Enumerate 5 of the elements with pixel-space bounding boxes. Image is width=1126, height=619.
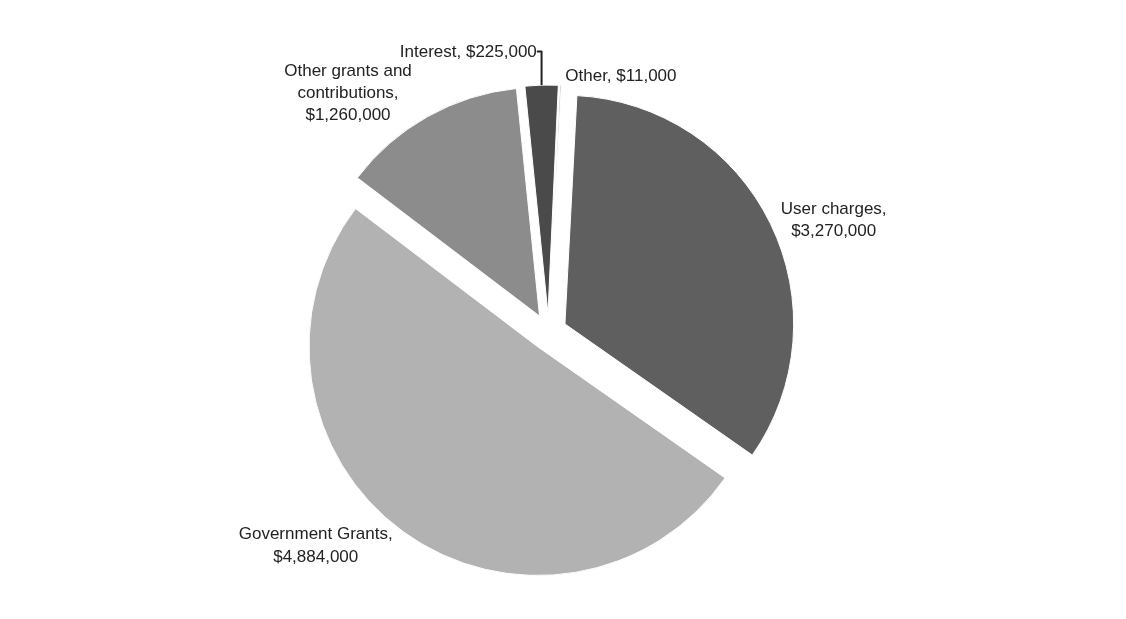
slice-label: Government Grants, $4,884,000: [238, 524, 393, 566]
slice-label: Other grants and contributions, $1,260,000: [284, 60, 412, 125]
slice-label: Other, $11,000: [565, 66, 677, 86]
slice-label: User charges, $3,270,000: [780, 199, 887, 241]
slice-label: Interest, $225,000: [399, 41, 537, 61]
